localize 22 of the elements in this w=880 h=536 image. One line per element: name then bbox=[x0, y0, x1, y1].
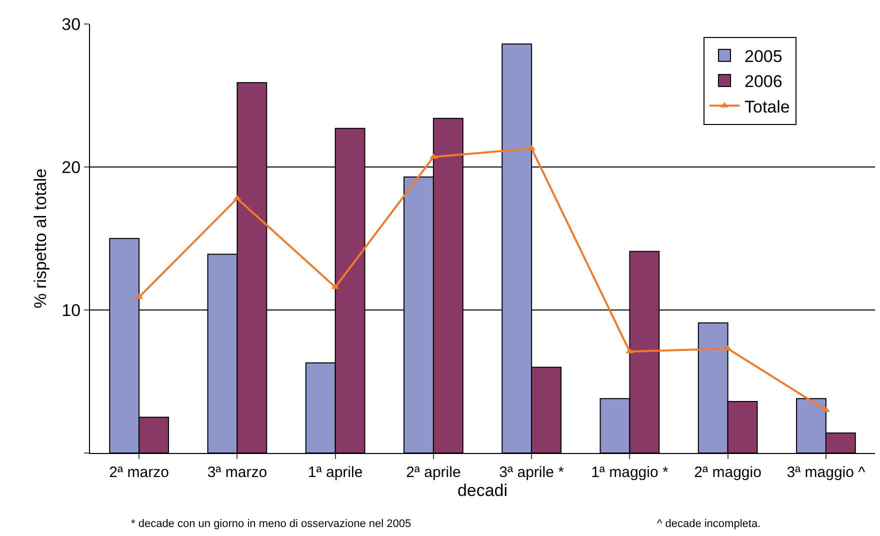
text: ^ decade incompleta. bbox=[657, 518, 761, 530]
point bbox=[528, 144, 536, 150]
point bbox=[626, 348, 634, 354]
x-tick-label: 1ª maggio * bbox=[591, 464, 668, 481]
legend-label: 2006 bbox=[744, 72, 782, 92]
x-tick-label: 2ª marzo bbox=[109, 464, 169, 481]
x-tick-label: 2ª aprile bbox=[406, 464, 461, 481]
y-tick-label: 20 bbox=[62, 158, 81, 177]
y-axis-title: % rispetto al totale bbox=[31, 168, 50, 308]
point bbox=[233, 194, 242, 200]
point bbox=[429, 153, 438, 159]
x-tick-label: 2ª maggio bbox=[694, 464, 762, 481]
y-tick-label: 10 bbox=[62, 300, 81, 320]
legend-label: Totale bbox=[744, 97, 790, 116]
x-axis-title: decadi bbox=[457, 481, 508, 500]
y-tick-label: 30 bbox=[62, 14, 81, 34]
x-tick-label: 1ª aprile bbox=[308, 464, 363, 481]
x-tick-label: 3ª marzo bbox=[207, 464, 268, 481]
x-tick-label: 3ª maggio ^ bbox=[786, 464, 866, 481]
legend-label: 2005 bbox=[744, 47, 782, 66]
text: * decade con un giorno in meno di osservazione nel 2005 bbox=[131, 518, 412, 530]
x-tick-label: 3ª aprile * bbox=[499, 464, 564, 481]
